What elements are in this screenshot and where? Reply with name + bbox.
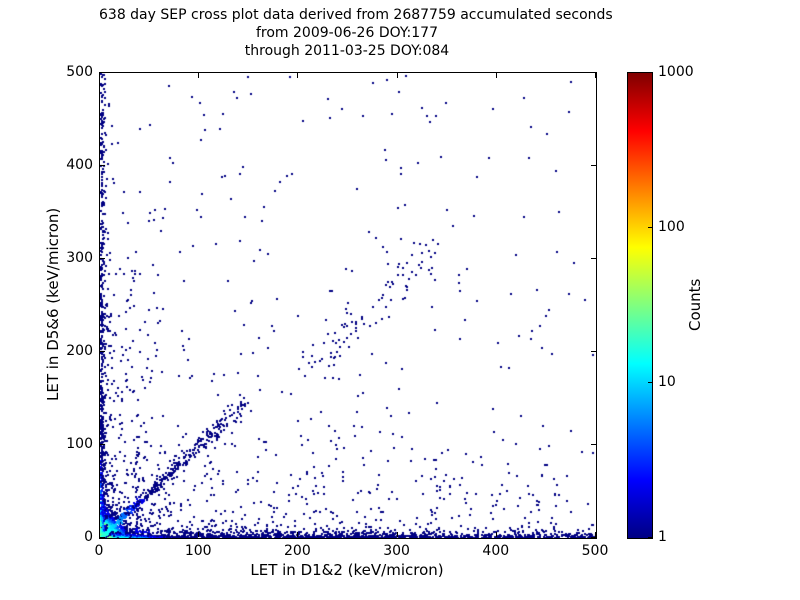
colorbar-tick-label: 1000 [658,64,694,80]
y-tick-mark-right [591,72,596,73]
x-tick-mark [99,532,100,537]
y-axis-label: LET in D5&6 (keV/micron) [44,207,62,402]
y-tick-mark [100,351,105,352]
y-tick-label: 200 [66,343,93,359]
x-tick-mark [198,532,200,537]
x-tick-mark-top [396,73,398,78]
y-tick-mark-right [591,165,596,166]
x-tick-label: 0 [94,543,104,559]
y-tick-mark [100,165,105,166]
y-tick-label: 500 [66,64,93,80]
y-tick-mark-right [591,351,596,352]
chart-subtitle-through: through 2011-03-25 DOY:084 [244,43,450,59]
y-tick-label: 0 [84,529,93,545]
y-tick-mark [100,72,105,73]
y-tick-mark [100,258,105,259]
y-tick-label: 100 [66,436,93,452]
colorbar-tick-label: 1 [658,529,667,545]
y-tick-label: 300 [66,250,93,266]
colorbar-gradient [628,73,652,538]
x-tick-label: 400 [482,543,510,559]
x-tick-mark [595,532,596,537]
x-tick-label: 200 [284,543,311,559]
y-tick-mark-right [591,537,596,538]
x-tick-mark [297,532,299,537]
colorbar-tick-label: 100 [658,219,685,235]
colorbar-tick-mark [648,72,652,73]
y-tick-mark-right [591,258,596,259]
colorbar-label: Counts [686,278,704,331]
colorbar-tick-label: 10 [658,374,676,390]
x-tick-mark-top [495,73,497,78]
x-tick-label: 300 [383,543,410,559]
chart-title: 638 day SEP cross plot data derived from… [99,7,613,23]
x-tick-mark-top [198,73,200,78]
colorbar-tick-mark [648,537,652,538]
x-tick-mark [495,532,497,537]
x-tick-label: 500 [581,543,609,559]
colorbar [627,72,653,539]
scatter-canvas [100,73,596,538]
x-tick-mark-top [99,73,100,78]
x-tick-mark-top [297,73,299,78]
colorbar-tick-mark [648,382,652,383]
y-tick-label: 400 [66,157,93,173]
x-tick-label: 100 [184,543,212,559]
chart-subtitle-from: from 2009-06-26 DOY:177 [255,25,438,41]
colorbar-tick-mark [648,227,652,228]
y-tick-mark [100,444,105,445]
y-tick-mark [100,537,105,538]
plot-area [99,72,597,539]
x-tick-mark-top [595,73,596,78]
y-tick-mark-right [591,444,596,445]
x-tick-mark [396,532,398,537]
x-axis-label: LET in D1&2 (keV/micron) [250,561,444,579]
